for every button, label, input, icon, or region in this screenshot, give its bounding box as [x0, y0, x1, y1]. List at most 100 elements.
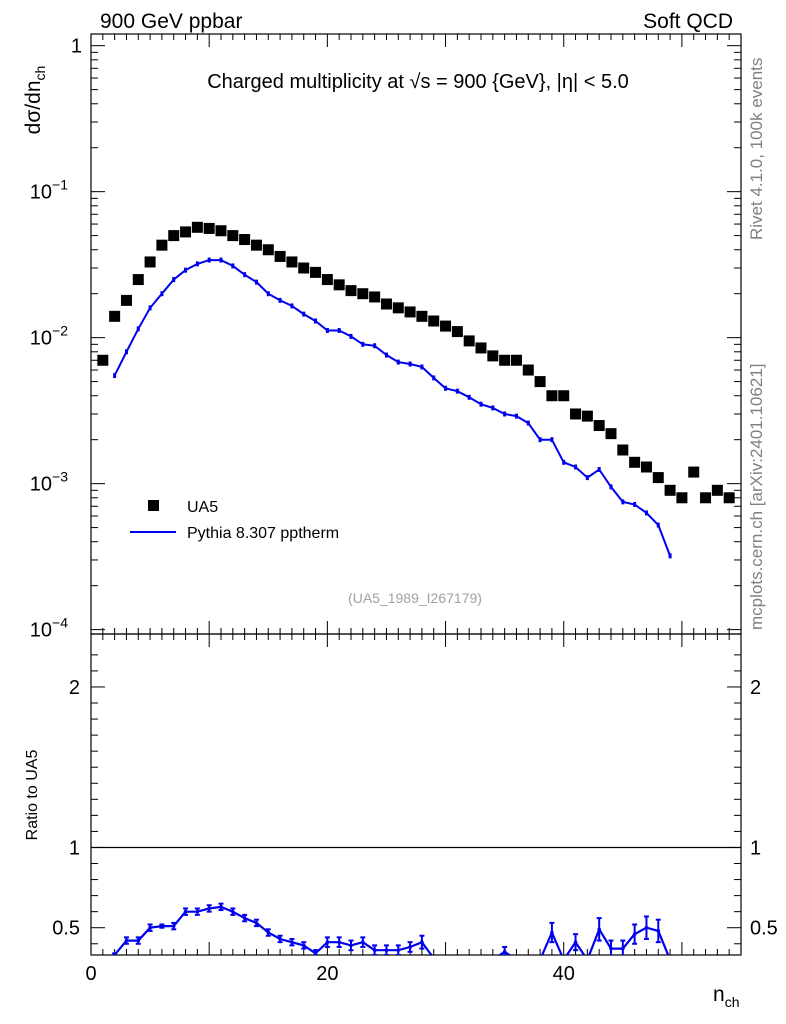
reference-id-label: (UA5_1989_I267179): [348, 590, 482, 606]
header-left-label: 900 GeV ppbar: [100, 10, 242, 33]
ratio-point: [644, 925, 649, 930]
ua5-data-point: [451, 326, 463, 338]
ua5-data-point: [487, 350, 499, 362]
ua5-data-point: [700, 492, 712, 504]
ua5-data-point: [120, 294, 132, 306]
ua5-data-point: [558, 390, 570, 402]
ratio-point: [313, 951, 318, 955]
ratio-series-group: [112, 902, 670, 962]
ua5-data-point: [416, 310, 428, 322]
ratio-point: [207, 906, 211, 911]
ua5-data-point: [617, 444, 629, 456]
y-tick-label: 10−4: [30, 615, 68, 642]
ua5-data-point: [534, 376, 546, 388]
ua5-data-point: [227, 230, 239, 242]
ratio-point: [372, 948, 377, 952]
ua5-data-point: [711, 484, 723, 496]
ua5-data-point: [156, 239, 168, 251]
ratio-point: [526, 958, 530, 962]
ratio-point: [148, 925, 152, 930]
ua5-data-point: [369, 291, 381, 303]
y-tick-label: 1: [71, 36, 82, 58]
ua5-data-point: [262, 244, 274, 256]
ratio-point: [337, 940, 341, 944]
ratio-point: [219, 905, 223, 909]
ratio-point: [361, 940, 365, 944]
main-y-axis-label: dσ/dnch: [22, 66, 48, 135]
ua5-data-point: [605, 428, 617, 440]
ua5-data-point: [380, 298, 392, 310]
ua5-data-point: [298, 262, 310, 274]
ua5-data-point: [132, 274, 144, 286]
legend-label-ua5: UA5: [187, 499, 218, 516]
ratio-point: [349, 943, 353, 948]
x-tick-label: 0: [85, 963, 96, 985]
ratio-point: [384, 948, 389, 952]
ua5-data-point: [144, 256, 156, 268]
ua5-data-point: [652, 472, 664, 484]
ratio-point: [254, 921, 259, 925]
y-tick-label: 10−3: [30, 469, 68, 496]
ratio-point: [266, 930, 271, 935]
ratio-point: [420, 940, 424, 944]
ua5-data-point: [664, 484, 676, 496]
ratio-point: [515, 958, 519, 962]
ua5-data-point: [392, 302, 404, 314]
ua5-data-point: [345, 285, 357, 297]
ua5-data-point: [404, 306, 416, 318]
ua5-data-point: [203, 222, 215, 234]
ratio-point: [538, 958, 542, 962]
x-tick-label: 40: [553, 963, 575, 985]
y-tick-label: 10−2: [30, 323, 68, 350]
ua5-data-point: [357, 288, 369, 300]
ratio-point: [609, 946, 613, 951]
ua5-data-point: [440, 320, 452, 332]
ua5-data-point: [286, 256, 298, 268]
ratio-y-tick-label-right: 1: [750, 837, 761, 859]
ratio-point: [586, 958, 590, 962]
ratio-point: [502, 949, 507, 954]
main-plot-frame: [90, 33, 742, 635]
axes-ticks: 0 20 40 1 10−1 10−2 10−3 10−4 0.5 0.5 1 1 2 2: [30, 34, 778, 985]
ratio-point: [408, 945, 412, 949]
ua5-data-point: [475, 342, 487, 354]
ratio-point: [160, 924, 164, 928]
ua5-data-point: [499, 354, 511, 366]
legend-marker-ua5: [148, 500, 159, 511]
ratio-point: [183, 909, 188, 914]
ua5-data-point: [463, 335, 475, 347]
ua5-data-point: [180, 226, 192, 238]
ratio-point: [242, 916, 247, 920]
ratio-point: [195, 909, 200, 914]
ua5-data-point: [640, 461, 652, 473]
ratio-point: [562, 958, 566, 962]
ratio-point: [432, 956, 436, 960]
ua5-data-point: [546, 390, 558, 402]
x-axis-label: nch: [713, 983, 739, 1010]
ua5-data-point: [239, 234, 251, 246]
ratio-plot-marks: [112, 902, 670, 962]
ratio-y-tick-label: 1: [69, 837, 80, 859]
ua5-data-point: [581, 410, 593, 422]
ratio-point: [171, 924, 176, 928]
side-label-rivet: Rivet 4.1.0, 100k events: [747, 58, 766, 240]
ratio-point: [632, 932, 637, 936]
ratio-point: [290, 940, 294, 944]
ratio-y-axis-label: Ratio to UA5: [24, 750, 41, 841]
ratio-point: [491, 958, 495, 962]
ua5-data-point: [274, 250, 286, 262]
ua5-data-point: [570, 408, 582, 420]
main-plot-marks: [97, 221, 735, 559]
ratio-point: [597, 927, 601, 932]
ratio-y-tick-label-right: 0.5: [750, 918, 778, 940]
ua5-data-point: [676, 492, 688, 504]
ratio-point: [124, 938, 129, 943]
ua5-data-point: [191, 221, 203, 233]
ua5-data-point: [629, 456, 641, 468]
side-label-mcplots: mcplots.cern.ch [arXiv:2401.10621]: [747, 364, 766, 630]
ratio-point: [550, 930, 554, 935]
ua5-data-point: [310, 266, 322, 278]
ua5-data-point: [688, 466, 700, 478]
ua5-data-point: [250, 239, 262, 251]
ua5-data-point: [510, 354, 522, 366]
